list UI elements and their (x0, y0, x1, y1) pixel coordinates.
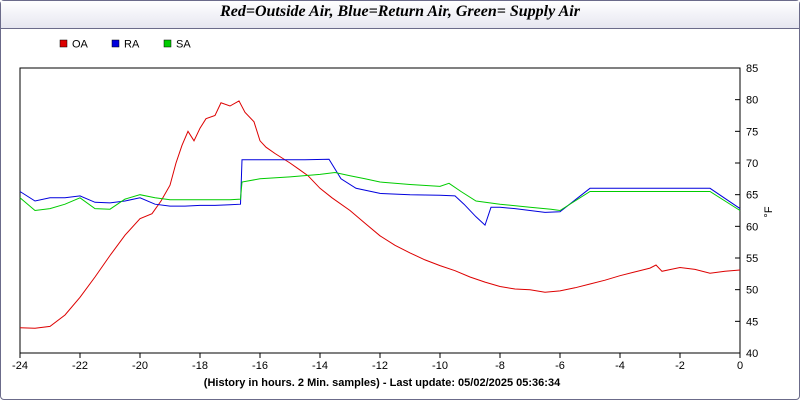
legend-swatch-ra (111, 39, 120, 48)
x-tick-label: -14 (312, 360, 328, 372)
x-tick-label: -4 (615, 360, 625, 372)
series-group (19, 100, 741, 329)
x-tick-label: -18 (192, 360, 208, 372)
x-axis-caption: (History in hours. 2 Min. samples) - Las… (204, 377, 561, 389)
y-tick-label: 60 (746, 221, 758, 233)
y-axis-label: °F (763, 206, 775, 217)
series-line-oa (19, 100, 741, 329)
y-tick-label: 40 (746, 348, 758, 360)
x-axis: -24 -22 -20 -18 -16 -14 -12 -10 -8 -6 -4 -2 0 (12, 353, 743, 372)
x-tick-label: -24 (12, 360, 28, 372)
x-tick-label: -16 (252, 360, 268, 372)
x-tick-label: -2 (675, 360, 685, 372)
legend-label-oa: OA (72, 39, 89, 51)
y-tick-label: 80 (746, 95, 758, 107)
legend-swatch-sa (163, 39, 172, 48)
x-tick-label: -8 (495, 360, 505, 372)
chart-title: Red=Outside Air, Blue=Return Air, Green=… (220, 3, 580, 20)
y-tick-label: 50 (746, 285, 758, 297)
legend: OA RA SA (59, 39, 191, 51)
legend-label-ra: RA (124, 39, 140, 51)
x-tick-label: -20 (132, 360, 148, 372)
x-tick-label: -6 (555, 360, 565, 372)
legend-label-sa: SA (176, 39, 191, 51)
y-tick-label: 65 (746, 190, 758, 202)
y-tick-label: 70 (746, 158, 758, 170)
y-tick-label: 55 (746, 253, 758, 265)
y-tick-label: 75 (746, 126, 758, 138)
legend-swatch-oa (59, 39, 68, 48)
series-line-sa (19, 171, 741, 212)
title-bar (1, 1, 799, 29)
x-tick-label: 0 (737, 360, 743, 372)
x-tick-label: -22 (72, 360, 88, 372)
series-line-ra (19, 158, 741, 226)
plot-area (19, 67, 741, 354)
y-axis: 40 45 50 55 60 65 70 75 80 85 (735, 63, 758, 360)
x-tick-label: -10 (432, 360, 448, 372)
x-tick-label: -12 (372, 360, 388, 372)
y-tick-label: 85 (746, 63, 758, 75)
y-tick-label: 45 (746, 316, 758, 328)
